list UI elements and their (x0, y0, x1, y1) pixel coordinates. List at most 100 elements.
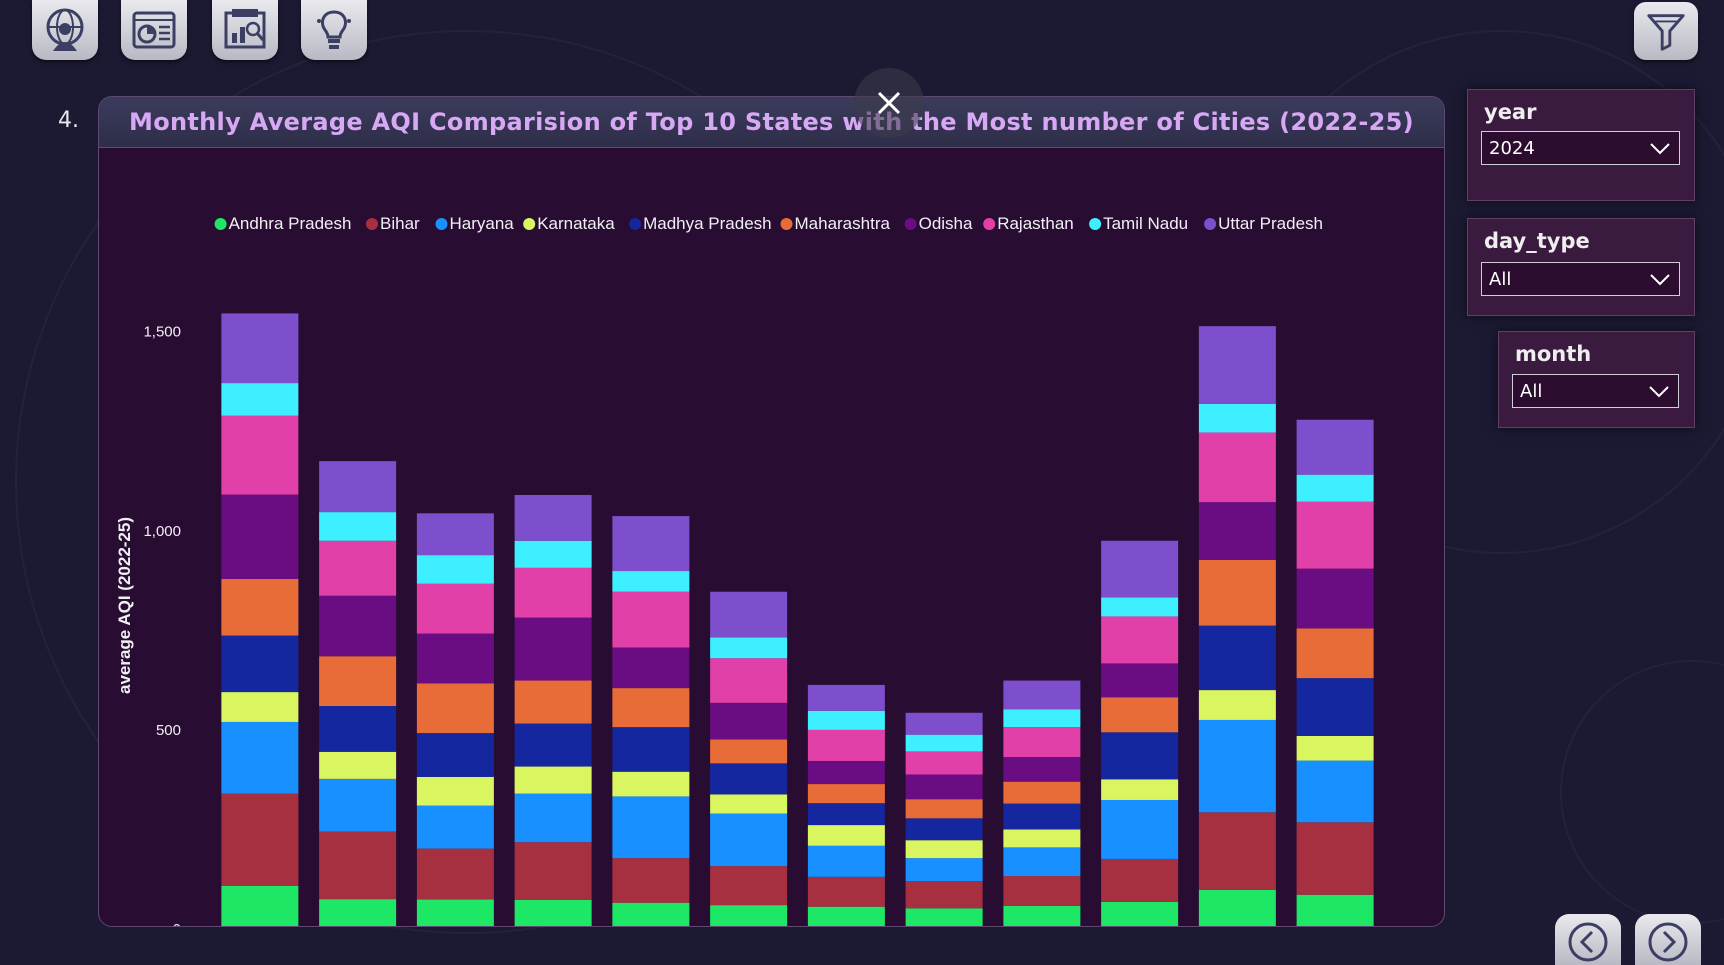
next-page-button[interactable] (1635, 914, 1701, 965)
bar-segment (416, 733, 494, 777)
y-tick-label: 0 (173, 921, 181, 926)
bar-segment (807, 784, 885, 804)
bar-segment (1296, 628, 1374, 679)
bar-segment (905, 881, 983, 909)
close-button[interactable] (854, 68, 924, 138)
globe-person-icon (46, 8, 84, 51)
day-type-dropdown[interactable]: All (1481, 262, 1680, 296)
bar-segment (514, 842, 592, 900)
y-tick-label: 1,000 (143, 523, 181, 540)
bar-segment (319, 512, 397, 541)
bar-segment (807, 845, 885, 877)
bar-segment (1296, 474, 1374, 502)
page-number: 4. (58, 108, 79, 133)
bar-segment (612, 902, 690, 926)
legend-label: Haryana (450, 214, 515, 233)
legend-label: Rajasthan (997, 214, 1074, 233)
bar-segment (221, 313, 299, 384)
bar-segment (1296, 568, 1374, 629)
bar-segment (221, 885, 299, 926)
bar-segment (1003, 727, 1081, 757)
bar-segment (1101, 799, 1179, 859)
bar-segment (514, 617, 592, 681)
legend-label: Karnataka (537, 214, 615, 233)
nav-button-report[interactable] (212, 0, 278, 60)
chevron-down-icon (1650, 143, 1670, 155)
nav-button-dashboard[interactable] (121, 0, 187, 60)
bar-segment (319, 778, 397, 832)
bar-segment (1003, 803, 1081, 830)
bar-segment (221, 635, 299, 693)
bar-segment (1101, 732, 1179, 780)
bar-segment (1198, 432, 1276, 503)
bar-segment (807, 825, 885, 846)
legend-marker (983, 218, 996, 230)
bar-segment (905, 734, 983, 752)
nav-button-ideas[interactable] (301, 0, 367, 60)
legend-marker (904, 218, 917, 230)
bar-segment (612, 516, 690, 572)
previous-page-button[interactable] (1555, 914, 1621, 965)
bar-segment (319, 595, 397, 657)
bar-segment (416, 583, 494, 634)
legend-label: Andhra Pradesh (229, 214, 352, 233)
year-slicer: year 2024 (1467, 89, 1695, 201)
bar-segment (1003, 781, 1081, 804)
bar-segment (1101, 540, 1179, 598)
bar-segment (710, 702, 788, 740)
y-tick-label: 1,500 (143, 324, 181, 341)
bar-segment (807, 729, 885, 761)
bar-segment (1198, 559, 1276, 626)
bar-segment (1003, 847, 1081, 877)
bar-segment (905, 712, 983, 735)
bar-segment (1296, 822, 1374, 895)
dashboard-icon (132, 11, 176, 49)
bar-segment (1296, 735, 1374, 761)
bar-segment (710, 763, 788, 795)
bar-segment (1003, 876, 1081, 906)
bar-segment (221, 383, 299, 416)
legend-label: Madhya Pradesh (643, 214, 772, 233)
legend-marker (523, 218, 536, 230)
day-type-dropdown-value: All (1489, 268, 1512, 290)
filter-button[interactable] (1634, 2, 1698, 60)
nav-button-globe[interactable] (32, 0, 98, 60)
bar-segment (807, 803, 885, 826)
bar-segment (514, 766, 592, 794)
close-icon (877, 91, 901, 115)
bar-segment (416, 848, 494, 900)
bar-segment (612, 796, 690, 859)
y-tick-label: 500 (156, 722, 181, 739)
bar-segment (514, 494, 592, 541)
bar-segment (710, 637, 788, 659)
bar-segment (807, 684, 885, 711)
bar-segment (1101, 663, 1179, 698)
legend-label: Tamil Nadu (1103, 214, 1188, 233)
chart-header: Monthly Average AQI Comparision of Top 1… (99, 97, 1444, 148)
filter-icon (1647, 14, 1685, 51)
bar-segment (905, 840, 983, 859)
chevron-down-icon (1649, 386, 1669, 398)
day-type-slicer: day_type All (1467, 218, 1695, 316)
legend-marker (435, 218, 448, 230)
bar-segment (1101, 597, 1179, 617)
bar-segment (221, 415, 299, 495)
month-dropdown[interactable]: All (1512, 374, 1679, 408)
bar-segment (612, 571, 690, 592)
bar-segment (1003, 680, 1081, 710)
bar-segment (319, 656, 397, 707)
bar-segment (807, 906, 885, 926)
y-axis-title: average AQI (2022-25) (115, 517, 134, 694)
bar-segment (221, 578, 299, 636)
legend-marker (366, 218, 378, 230)
bar-segment (416, 633, 494, 684)
bar-segment (1003, 709, 1081, 728)
year-dropdown[interactable]: 2024 (1481, 131, 1680, 165)
year-dropdown-value: 2024 (1489, 137, 1535, 159)
legend-marker (780, 218, 793, 230)
bar-segment (612, 858, 690, 903)
bar-segment (319, 899, 397, 926)
legend-marker (1089, 218, 1102, 230)
chart-title: Monthly Average AQI Comparision of Top 1… (129, 108, 1414, 136)
bar-segment (221, 692, 299, 722)
